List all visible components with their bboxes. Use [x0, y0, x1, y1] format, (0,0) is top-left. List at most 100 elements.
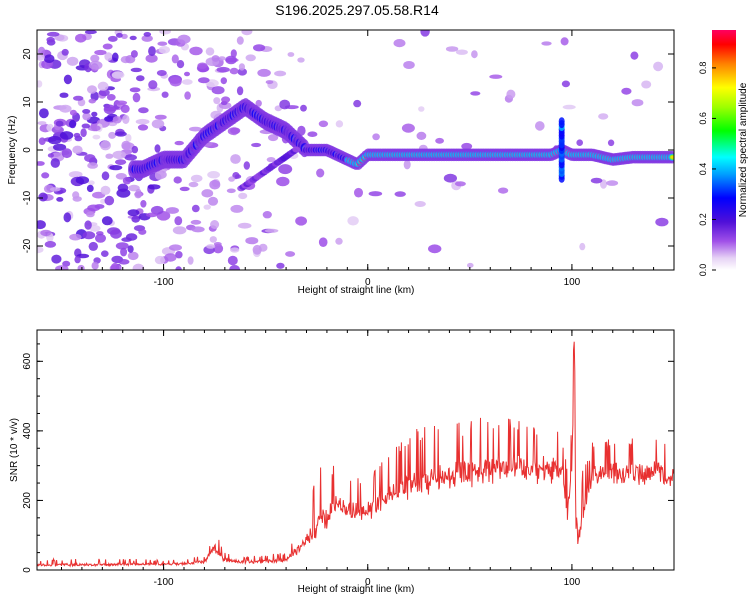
- noise-speckle: [134, 191, 142, 199]
- noise-speckle: [189, 126, 202, 132]
- snr-frame: [36, 329, 675, 571]
- noise-speckle: [110, 229, 122, 239]
- noise-speckle: [38, 192, 48, 202]
- ridge-core: [670, 155, 674, 159]
- noise-speckle: [262, 211, 272, 219]
- noise-speckle: [105, 153, 114, 159]
- noise-speckle: [237, 222, 252, 229]
- noise-speckle: [177, 34, 191, 44]
- noise-speckle: [101, 250, 109, 257]
- noise-speckle: [455, 49, 468, 55]
- noise-speckle: [190, 219, 202, 225]
- noise-speckle: [80, 128, 87, 138]
- noise-speckle: [72, 145, 83, 154]
- noise-speckle: [69, 109, 77, 116]
- noise-speckle: [560, 37, 569, 46]
- noise-speckle: [148, 80, 158, 90]
- noise-speckle: [230, 204, 244, 213]
- noise-speckle: [55, 120, 64, 127]
- noise-speckle: [136, 75, 145, 82]
- noise-speckle: [213, 97, 221, 105]
- noise-speckle: [295, 216, 307, 226]
- noise-speckle: [276, 176, 290, 187]
- x-tick-label: 100: [564, 277, 581, 288]
- noise-speckle: [184, 91, 191, 100]
- snr-axes: -100 0 100 0 200 400 600: [22, 330, 675, 588]
- noise-speckle: [316, 168, 325, 178]
- colorbar-ticks: 0.0 0.2 0.4 0.6 0.8: [698, 62, 716, 276]
- noise-speckle: [84, 220, 92, 230]
- noise-speckle: [606, 180, 619, 186]
- noise-speckle: [127, 209, 140, 217]
- noise-speckle: [191, 204, 200, 213]
- colorbar: 0.0 0.2 0.4 0.6 0.8 Normalized spectral ampl…: [698, 30, 749, 276]
- noise-speckle: [75, 176, 90, 185]
- noise-speckle: [74, 255, 81, 264]
- noise-speckle: [154, 170, 164, 180]
- noise-speckle: [132, 263, 145, 270]
- noise-speckle: [73, 95, 84, 101]
- noise-speckle: [209, 236, 217, 243]
- noise-speckle: [335, 237, 343, 245]
- snr-ylabel: SNR (10 * v/v): [9, 418, 20, 482]
- noise-speckle: [106, 94, 116, 101]
- noise-speckle: [307, 131, 318, 137]
- noise-speckle: [251, 142, 262, 148]
- noise-speckle: [220, 77, 227, 85]
- snr-line: [37, 341, 674, 568]
- noise-speckle: [121, 237, 132, 242]
- y-tick-label: -10: [22, 190, 33, 205]
- noise-speckle: [169, 76, 182, 87]
- noise-speckle: [471, 50, 478, 59]
- noise-speckle: [172, 226, 187, 235]
- noise-speckle: [49, 187, 61, 192]
- noise-speckle: [655, 217, 669, 227]
- noise-speckle: [347, 216, 359, 226]
- noise-speckle: [238, 63, 245, 71]
- noise-speckle: [102, 43, 113, 50]
- noise-speckle: [84, 154, 96, 163]
- noise-speckle: [173, 176, 182, 184]
- noise-speckle: [157, 41, 168, 46]
- noise-speckle: [414, 201, 426, 207]
- noise-speckle: [213, 243, 224, 254]
- noise-speckle: [95, 233, 106, 243]
- noise-speckle: [82, 231, 96, 240]
- noise-speckle: [146, 212, 158, 218]
- noise-speckle: [418, 106, 425, 112]
- noise-speckle: [156, 70, 167, 76]
- noise-speckle: [218, 56, 226, 61]
- noise-speckle: [257, 68, 271, 77]
- noise-speckle: [590, 177, 603, 184]
- noise-speckle: [297, 57, 305, 63]
- noise-speckle: [104, 116, 114, 122]
- noise-speckle: [116, 32, 123, 38]
- noise-speckle: [129, 35, 137, 41]
- noise-speckle: [154, 114, 167, 120]
- noise-speckle: [135, 118, 150, 125]
- noise-speckle: [234, 174, 242, 179]
- noise-speckle: [158, 46, 170, 54]
- noise-speckle: [110, 262, 120, 270]
- noise-speckle: [87, 125, 101, 132]
- noise-speckle: [164, 253, 177, 262]
- noise-speckle: [73, 132, 81, 138]
- noise-speckle: [535, 121, 545, 131]
- noise-speckle: [138, 228, 147, 235]
- noise-speckle: [416, 131, 427, 140]
- noise-speckle: [236, 86, 244, 96]
- noise-speckle: [46, 36, 55, 43]
- noise-speckle: [122, 114, 130, 124]
- noise-speckle: [203, 204, 211, 210]
- noise-speckle: [72, 191, 80, 199]
- x-tick-label: -100: [154, 577, 174, 588]
- noise-speckle: [354, 187, 363, 198]
- noise-speckle: [104, 52, 113, 61]
- noise-speckle: [176, 60, 185, 69]
- noise-speckle: [86, 211, 95, 218]
- noise-speckle: [94, 49, 107, 56]
- noise-speckle: [98, 89, 110, 97]
- noise-speckle: [268, 134, 279, 142]
- noise-speckle: [184, 71, 190, 77]
- noise-speckle: [641, 80, 652, 89]
